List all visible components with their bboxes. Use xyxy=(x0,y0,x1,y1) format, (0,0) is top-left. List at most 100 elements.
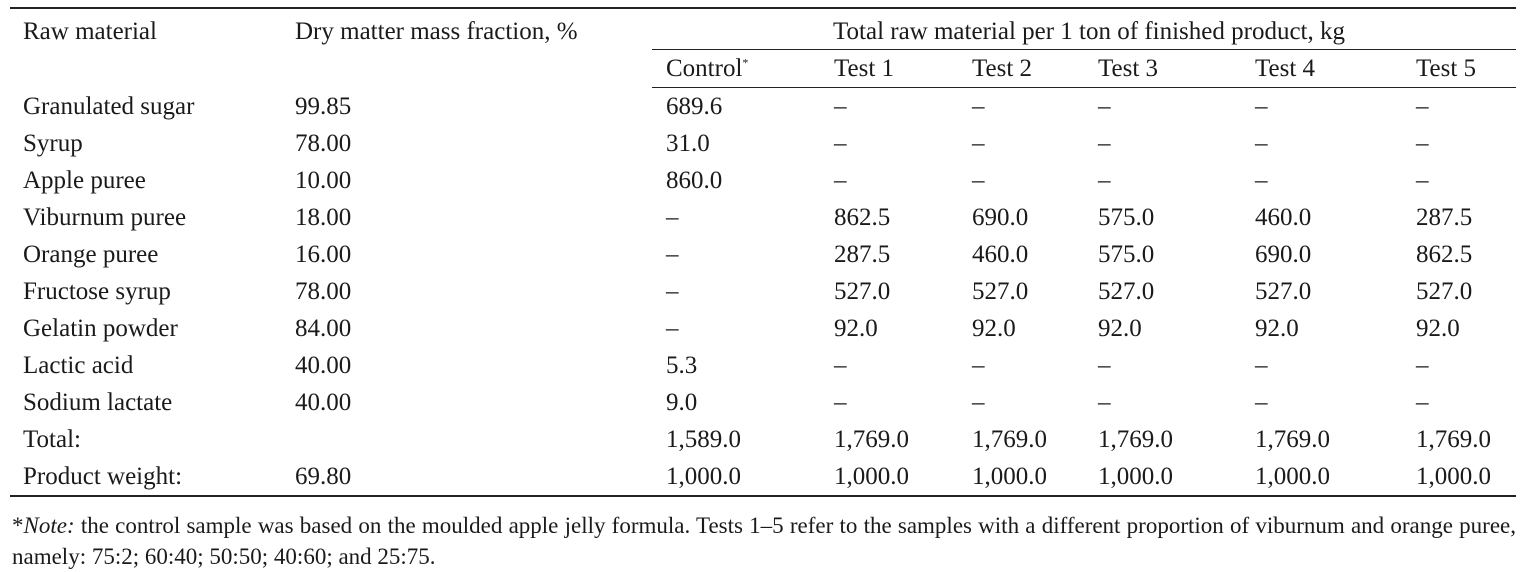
cell-test-2: 1,769.0 xyxy=(972,426,1047,453)
table-row: Lactic acid 40.00 5.3 – – – – – xyxy=(10,347,1516,384)
header-control-label: Control xyxy=(666,55,743,82)
control-footnote-mark: * xyxy=(742,55,749,70)
table-row: Total: 1,589.0 1,769.0 1,769.0 1,769.0 1,769.… xyxy=(10,421,1516,458)
cell-dry-matter: 69.80 xyxy=(295,458,652,497)
cell-test-2: 690.0 xyxy=(972,204,1029,231)
cell-test-4: 1,000.0 xyxy=(1237,458,1396,497)
cell-test-5: 527.0 xyxy=(1416,278,1473,305)
cell-test-3: – xyxy=(1098,389,1111,416)
cell-test-5: 1,000.0 xyxy=(1396,458,1516,497)
cell-test-1: – xyxy=(834,352,847,379)
table-body: Granulated sugar 99.85 689.6 – – – – – Syrup 78.0… xyxy=(10,88,1516,497)
cell-test-4: 460.0 xyxy=(1255,204,1312,231)
cell-test-2: – xyxy=(972,352,985,379)
cell-raw-material: Fructose syrup xyxy=(23,278,171,305)
cell-test-2: – xyxy=(972,93,985,120)
header-total-group: Total raw material per 1 ton of finished… xyxy=(652,8,1516,50)
data-table-container: Raw material Dry matter mass fraction, %… xyxy=(10,7,1516,497)
cell-test-1: 1,769.0 xyxy=(834,426,909,453)
cell-test-3: – xyxy=(1098,130,1111,157)
cell-test-4: 690.0 xyxy=(1255,241,1312,268)
cell-test-1: 862.5 xyxy=(834,204,891,231)
cell-control: 9.0 xyxy=(666,389,698,416)
cell-raw-material: Granulated sugar xyxy=(23,92,195,120)
cell-test-5: – xyxy=(1416,93,1429,120)
cell-test-5: 1,769.0 xyxy=(1416,426,1491,453)
header-dry-matter: Dry matter mass fraction, % xyxy=(295,18,578,45)
cell-control: 860.0 xyxy=(666,167,723,194)
cell-test-4: – xyxy=(1255,352,1268,379)
cell-test-3: 527.0 xyxy=(1098,278,1155,305)
cell-raw-material: Viburnum puree xyxy=(23,204,187,231)
cell-test-2: 460.0 xyxy=(972,241,1029,268)
cell-test-3: – xyxy=(1098,352,1111,379)
cell-test-2: – xyxy=(972,130,985,157)
cell-dry-matter: 18.00 xyxy=(295,204,352,231)
cell-control: 5.3 xyxy=(666,352,698,379)
cell-test-5: – xyxy=(1416,352,1429,379)
cell-dry-matter: 40.00 xyxy=(295,389,352,416)
cell-dry-matter: 78.00 xyxy=(295,278,352,305)
cell-test-1: 92.0 xyxy=(834,315,878,342)
cell-test-2: 527.0 xyxy=(972,278,1029,305)
cell-test-2: – xyxy=(972,389,985,416)
cell-dry-matter: 99.85 xyxy=(295,92,352,120)
table-row: Apple puree 10.00 860.0 – – – – – xyxy=(10,162,1516,199)
cell-test-4: 92.0 xyxy=(1255,315,1299,342)
cell-test-4: – xyxy=(1255,130,1268,157)
footnote-label: Note: xyxy=(23,513,75,538)
cell-control: 1,000.0 xyxy=(652,458,808,497)
cell-raw-material: Gelatin powder xyxy=(23,315,178,342)
cell-test-5: 862.5 xyxy=(1416,241,1473,268)
cell-test-2: – xyxy=(972,167,985,194)
cell-dry-matter: 40.00 xyxy=(295,352,352,379)
cell-test-1: – xyxy=(834,167,847,194)
table-row: Gelatin powder 84.00 – 92.0 92.0 92.0 92.0 92.0 xyxy=(10,310,1516,347)
cell-dry-matter xyxy=(295,421,652,458)
header-test-5: Test 5 xyxy=(1396,49,1516,88)
cell-test-1: 1,000.0 xyxy=(808,458,950,497)
cell-test-5: – xyxy=(1416,130,1429,157)
cell-test-2: 1,000.0 xyxy=(950,458,1082,497)
cell-dry-matter: 16.00 xyxy=(295,241,352,268)
cell-test-1: 287.5 xyxy=(834,241,891,268)
header-test-1: Test 1 xyxy=(808,49,950,88)
cell-dry-matter: 10.00 xyxy=(295,167,352,194)
cell-test-5: – xyxy=(1416,167,1429,194)
cell-test-4: – xyxy=(1255,389,1268,416)
cell-test-4: 527.0 xyxy=(1255,278,1312,305)
cell-control: – xyxy=(666,204,679,231)
cell-control: – xyxy=(666,278,679,305)
cell-test-5: 287.5 xyxy=(1416,204,1473,231)
cell-test-1: – xyxy=(834,93,847,120)
cell-control: – xyxy=(666,315,679,342)
cell-raw-material: Product weight: xyxy=(10,458,295,497)
table-row: Orange puree 16.00 – 287.5 460.0 575.0 690.0 86… xyxy=(10,236,1516,273)
cell-test-4: – xyxy=(1255,93,1268,120)
cell-dry-matter: 84.00 xyxy=(295,315,352,342)
table-footnote: *Note: the control sample was based on t… xyxy=(12,510,1516,572)
cell-raw-material: Syrup xyxy=(23,130,83,157)
table-row: Product weight: 69.80 1,000.0 1,000.0 1,000.… xyxy=(10,458,1516,497)
cell-test-1: – xyxy=(834,389,847,416)
cell-control: 1,589.0 xyxy=(666,426,741,453)
cell-test-3: 1,769.0 xyxy=(1098,426,1173,453)
cell-raw-material: Lactic acid xyxy=(23,352,134,379)
header-test-2: Test 2 xyxy=(950,49,1082,88)
table-header: Raw material Dry matter mass fraction, %… xyxy=(10,8,1516,88)
footnote-text: the control sample was based on the moul… xyxy=(12,513,1516,569)
cell-control: 689.6 xyxy=(666,93,723,120)
cell-test-4: – xyxy=(1255,167,1268,194)
header-raw-material: Raw material xyxy=(23,18,157,45)
cell-test-5: – xyxy=(1416,389,1429,416)
cell-test-3: – xyxy=(1098,93,1111,120)
table-row: Fructose syrup 78.00 – 527.0 527.0 527.0 527.0… xyxy=(10,273,1516,310)
cell-raw-material: Total: xyxy=(23,426,81,453)
cell-raw-material: Apple puree xyxy=(23,167,146,194)
cell-test-1: 527.0 xyxy=(834,278,891,305)
header-test-4: Test 4 xyxy=(1237,49,1396,88)
cell-control: – xyxy=(666,241,679,268)
cell-test-3: 575.0 xyxy=(1098,241,1155,268)
table-row: Sodium lactate 40.00 9.0 – – – – – xyxy=(10,384,1516,421)
table-row: Granulated sugar 99.85 689.6 – – – – – xyxy=(10,88,1516,126)
